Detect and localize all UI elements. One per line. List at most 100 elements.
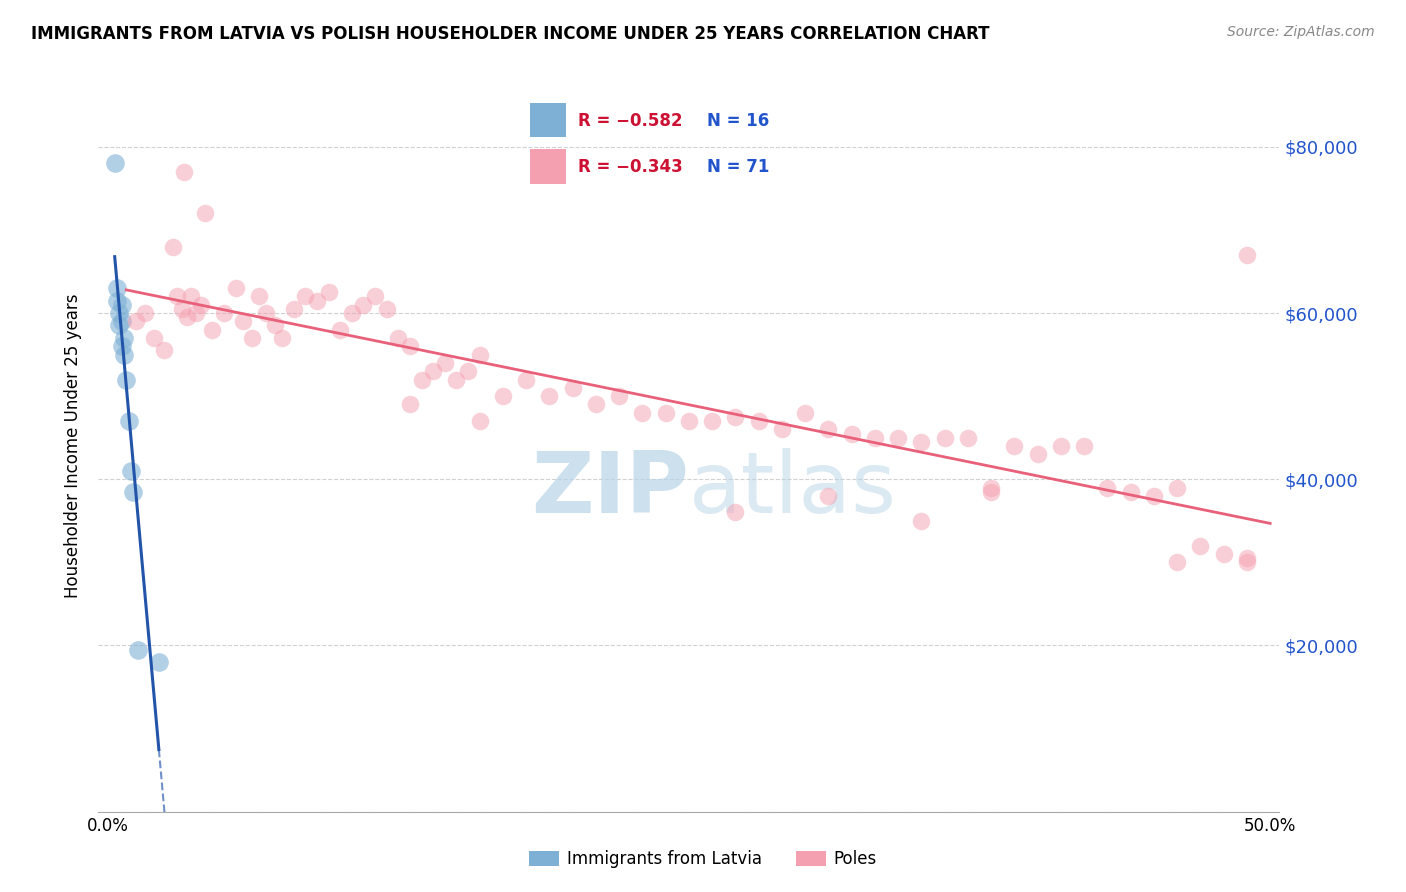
Point: [794, 406, 817, 420]
Point: [724, 506, 747, 520]
Point: [411, 372, 433, 386]
Point: [1143, 489, 1166, 503]
Point: [399, 339, 422, 353]
Point: [254, 306, 277, 320]
Text: ZIP: ZIP: [531, 449, 689, 532]
Point: [201, 323, 224, 337]
Point: [910, 434, 932, 449]
Point: [1097, 481, 1119, 495]
Point: [817, 489, 839, 503]
Point: [1026, 447, 1049, 461]
Text: atlas: atlas: [689, 449, 897, 532]
Point: [108, 318, 131, 333]
Point: [422, 364, 444, 378]
Point: [240, 331, 263, 345]
Point: [115, 372, 138, 386]
Point: [364, 289, 387, 303]
Text: IMMIGRANTS FROM LATVIA VS POLISH HOUSEHOLDER INCOME UNDER 25 YEARS CORRELATION C: IMMIGRANTS FROM LATVIA VS POLISH HOUSEHO…: [31, 25, 990, 43]
Point: [585, 397, 607, 411]
Point: [173, 164, 195, 178]
Point: [457, 364, 479, 378]
Point: [433, 356, 456, 370]
Point: [678, 414, 700, 428]
Point: [117, 414, 139, 428]
Point: [1119, 484, 1142, 499]
Point: [152, 343, 174, 358]
Point: [910, 514, 932, 528]
Point: [166, 289, 188, 303]
Point: [271, 331, 294, 345]
Point: [817, 422, 839, 436]
Point: [1166, 555, 1188, 569]
Point: [180, 289, 202, 303]
Point: [1236, 551, 1258, 566]
Point: [172, 301, 194, 316]
Point: [127, 642, 149, 657]
Point: [446, 372, 468, 386]
Point: [841, 426, 863, 441]
Point: [724, 409, 747, 424]
Point: [264, 318, 287, 333]
Point: [863, 431, 886, 445]
Point: [770, 422, 793, 436]
Text: Source: ZipAtlas.com: Source: ZipAtlas.com: [1227, 25, 1375, 39]
Point: [631, 406, 654, 420]
Point: [162, 239, 184, 253]
Point: [934, 431, 956, 445]
Point: [122, 484, 145, 499]
Point: [212, 306, 235, 320]
Point: [283, 301, 305, 316]
Point: [538, 389, 561, 403]
Point: [748, 414, 770, 428]
Point: [702, 414, 724, 428]
Point: [105, 293, 128, 308]
Point: [375, 301, 398, 316]
Point: [112, 331, 135, 345]
Point: [887, 431, 910, 445]
Point: [124, 314, 146, 328]
Point: [108, 306, 131, 320]
Point: [120, 464, 142, 478]
Point: [1236, 555, 1258, 569]
Point: [1002, 439, 1025, 453]
Point: [111, 339, 134, 353]
Point: [399, 397, 422, 411]
Point: [1073, 439, 1095, 453]
Point: [105, 281, 128, 295]
Point: [112, 347, 135, 362]
Point: [468, 414, 491, 428]
Point: [247, 289, 270, 303]
Point: [232, 314, 254, 328]
Point: [148, 655, 170, 669]
Point: [654, 406, 676, 420]
Point: [294, 289, 316, 303]
Point: [956, 431, 979, 445]
Point: [468, 347, 491, 362]
Point: [561, 381, 583, 395]
Point: [318, 285, 340, 300]
Point: [492, 389, 515, 403]
Point: [134, 306, 156, 320]
Point: [194, 206, 217, 220]
Point: [190, 298, 212, 312]
Point: [980, 484, 1002, 499]
Point: [1050, 439, 1073, 453]
Point: [305, 293, 328, 308]
Point: [176, 310, 198, 325]
Point: [353, 298, 375, 312]
Legend: Immigrants from Latvia, Poles: Immigrants from Latvia, Poles: [522, 844, 884, 875]
Y-axis label: Householder Income Under 25 years: Householder Income Under 25 years: [65, 293, 83, 599]
Point: [1236, 248, 1258, 262]
Point: [143, 331, 166, 345]
Point: [340, 306, 363, 320]
Point: [1212, 547, 1234, 561]
Point: [980, 481, 1002, 495]
Point: [111, 298, 134, 312]
Point: [329, 323, 352, 337]
Point: [111, 314, 134, 328]
Point: [515, 372, 537, 386]
Point: [1189, 539, 1212, 553]
Point: [104, 156, 127, 170]
Point: [1166, 481, 1188, 495]
Point: [387, 331, 409, 345]
